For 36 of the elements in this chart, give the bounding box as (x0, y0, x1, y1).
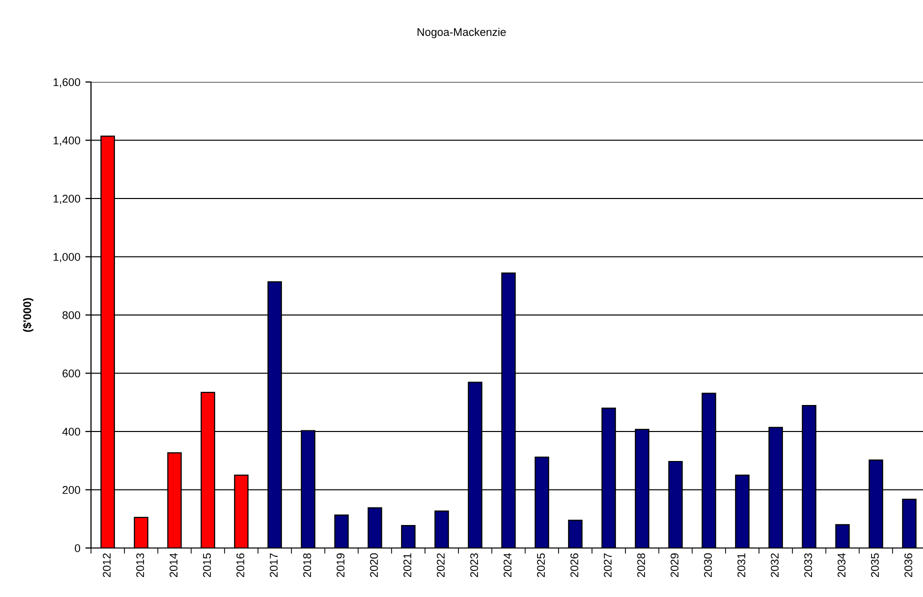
x-tick-label: 2030 (704, 553, 712, 578)
chart-title: Nogoa-Mackenzie (418, 28, 506, 38)
x-tick-label: 2019 (336, 553, 344, 578)
x-tick-label: 2018 (303, 553, 312, 578)
y-tick-label: 800 (62, 311, 80, 320)
y-tick-label: 1,400 (54, 136, 80, 146)
x-tick-label: 2027 (604, 553, 612, 578)
x-tick-label: 2023 (470, 553, 478, 578)
y-tick-label: 200 (62, 486, 80, 494)
y-tick-label: 1,600 (54, 78, 80, 88)
x-tick-label: 2021 (403, 553, 412, 578)
x-tick-label: 2020 (370, 553, 378, 578)
x-tick-label: 2016 (236, 553, 244, 578)
x-tick-label: 2024 (504, 553, 512, 578)
x-tick-label: 2015 (203, 553, 211, 578)
x-tick-label: 2013 (136, 553, 144, 578)
y-tick-label: 1,000 (54, 253, 80, 262)
x-tick-label: 2031 (737, 553, 746, 578)
x-tick-label: 2026 (570, 553, 578, 578)
y-tick-label: 600 (62, 370, 80, 378)
y-tick-label: 1,200 (54, 194, 80, 204)
x-tick-label: 2028 (637, 553, 646, 578)
x-tick-label: 2029 (670, 553, 678, 578)
x-tick-label: 2033 (804, 553, 812, 578)
x-tick-label: 2035 (871, 553, 879, 578)
x-tick-label: 2022 (436, 553, 445, 578)
x-tick-label: 2036 (904, 553, 912, 578)
x-tick-label: 2032 (770, 553, 779, 578)
y-axis-title: ($'000) (22, 298, 34, 332)
y-tick-label: 400 (62, 428, 80, 436)
x-tick-label: 2025 (537, 553, 545, 578)
x-tick-label: 2017 (270, 553, 278, 578)
x-tick-label: 2034 (838, 553, 846, 578)
x-tick-label: 2014 (170, 553, 178, 578)
x-tick-label: 2012 (102, 553, 111, 578)
y-tick-label: 0 (74, 544, 80, 552)
